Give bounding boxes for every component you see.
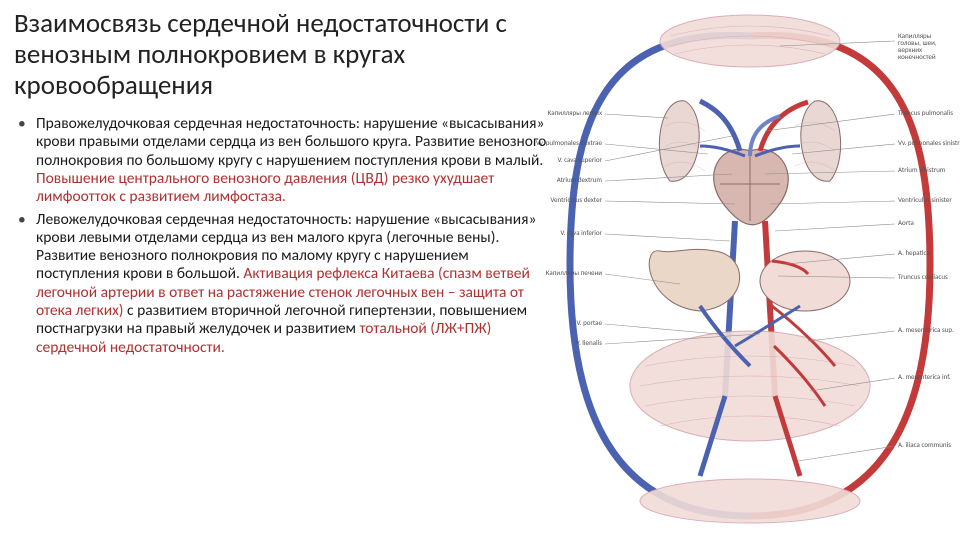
anat-label: Капилляры печени xyxy=(546,269,602,276)
anat-label: A. hepatica xyxy=(898,249,930,256)
liver xyxy=(649,249,739,311)
circulation-diagram: Капилляры легких Vv. pulmonales dextrae … xyxy=(550,6,950,526)
bullet-item: Правожелудочковая сердечная недостаточно… xyxy=(32,115,554,206)
anat-label: Vv. pulmonales dextrae xyxy=(536,139,602,146)
anat-label: A. mesenterica inf. xyxy=(898,373,951,380)
anat-label: V. lienalis xyxy=(576,339,602,346)
heart xyxy=(714,149,789,224)
slide-title: Взаимосвязь сердечной недостаточности с … xyxy=(14,8,534,101)
anat-label: V. portae xyxy=(576,319,602,326)
diagram-svg xyxy=(550,6,950,526)
anat-label: A. mesenterica sup. xyxy=(898,326,954,333)
vena-cava-sup xyxy=(700,101,740,151)
anat-label: Aorta xyxy=(898,219,914,226)
slide: Взаимосвязь сердечной недостаточности с … xyxy=(0,0,960,540)
anat-label: Ventriculus sinister xyxy=(898,196,952,203)
bullet-text: Правожелудочковая сердечная недостаточно… xyxy=(36,114,546,170)
anat-label: Atrium dextrum xyxy=(557,176,602,183)
lower-capillaries xyxy=(640,479,860,523)
anat-label: V. cava inferior xyxy=(560,229,602,236)
bullet-item: Левожелудочковая сердечная недостаточнос… xyxy=(32,211,554,357)
anat-label: Truncus coeliacus xyxy=(898,273,948,280)
anat-label: Ventriculus dexter xyxy=(550,196,602,203)
bullet-highlight: Повышение центрального венозного давлени… xyxy=(36,169,494,206)
anat-label: Truncus pulmonalis xyxy=(898,109,953,116)
body-text: Правожелудочковая сердечная недостаточно… xyxy=(14,115,554,357)
anat-label: Atrium sinistrum xyxy=(898,166,945,173)
anat-label: V. cava superior xyxy=(557,156,602,163)
bullet-list: Правожелудочковая сердечная недостаточно… xyxy=(14,115,554,357)
anat-label: Капилляры головы, шеи, верхних конечност… xyxy=(898,32,950,60)
right-lung xyxy=(659,101,699,182)
anat-label: Капилляры легких xyxy=(548,109,602,116)
left-lung xyxy=(801,101,841,182)
anat-label: Vv. pulmonales sinistrae xyxy=(898,139,960,146)
anat-label: A. iliaca communis xyxy=(898,441,951,448)
head-capillaries xyxy=(660,15,840,67)
